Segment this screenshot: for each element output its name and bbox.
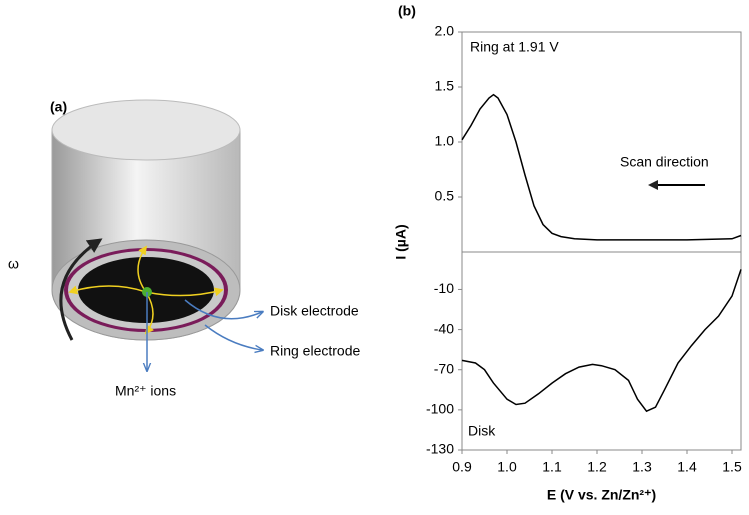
- x-tick-label: 1.3: [632, 459, 652, 475]
- x-tick-label: 0.9: [452, 459, 472, 475]
- panel-label: (b): [398, 3, 416, 19]
- x-tick-label: 1.2: [587, 459, 607, 475]
- disk-label: Disk electrode: [270, 303, 359, 319]
- data-line: [461, 269, 742, 413]
- y-tick-label: 2.0: [435, 23, 455, 39]
- x-tick-label: 1.1: [542, 459, 562, 475]
- y-tick-label: -70: [434, 360, 454, 376]
- y-tick-label: 0.5: [435, 188, 455, 204]
- x-axis-label: E (V vs. Zn/Zn²⁺): [547, 487, 656, 503]
- y-axis-label: I (µA): [393, 224, 409, 259]
- x-tick-label: 1.4: [677, 459, 697, 475]
- ring-label: Ring electrode: [270, 343, 360, 359]
- y-tick-label: -10: [434, 280, 454, 296]
- y-tick-label: -130: [426, 441, 454, 457]
- annotation: Disk: [468, 423, 496, 439]
- plot-frame: [461, 31, 742, 253]
- x-tick-label: 1.0: [497, 459, 517, 475]
- y-tick-label: 1.0: [435, 133, 455, 149]
- y-tick-label: -100: [426, 401, 454, 417]
- electrode-diagram: [51, 99, 262, 370]
- plot-frame: [461, 251, 742, 451]
- x-tick-label: 1.5: [722, 459, 742, 475]
- annotation: Scan direction: [620, 154, 709, 170]
- omega-label: ω: [8, 256, 19, 272]
- data-line: [461, 93, 742, 241]
- panel-label: (a): [50, 99, 67, 115]
- annotation: Ring at 1.91 V: [470, 39, 559, 55]
- y-tick-label: -40: [434, 320, 454, 336]
- ions-label: Mn²⁺ ions: [115, 383, 176, 399]
- y-tick-label: 1.5: [435, 78, 455, 94]
